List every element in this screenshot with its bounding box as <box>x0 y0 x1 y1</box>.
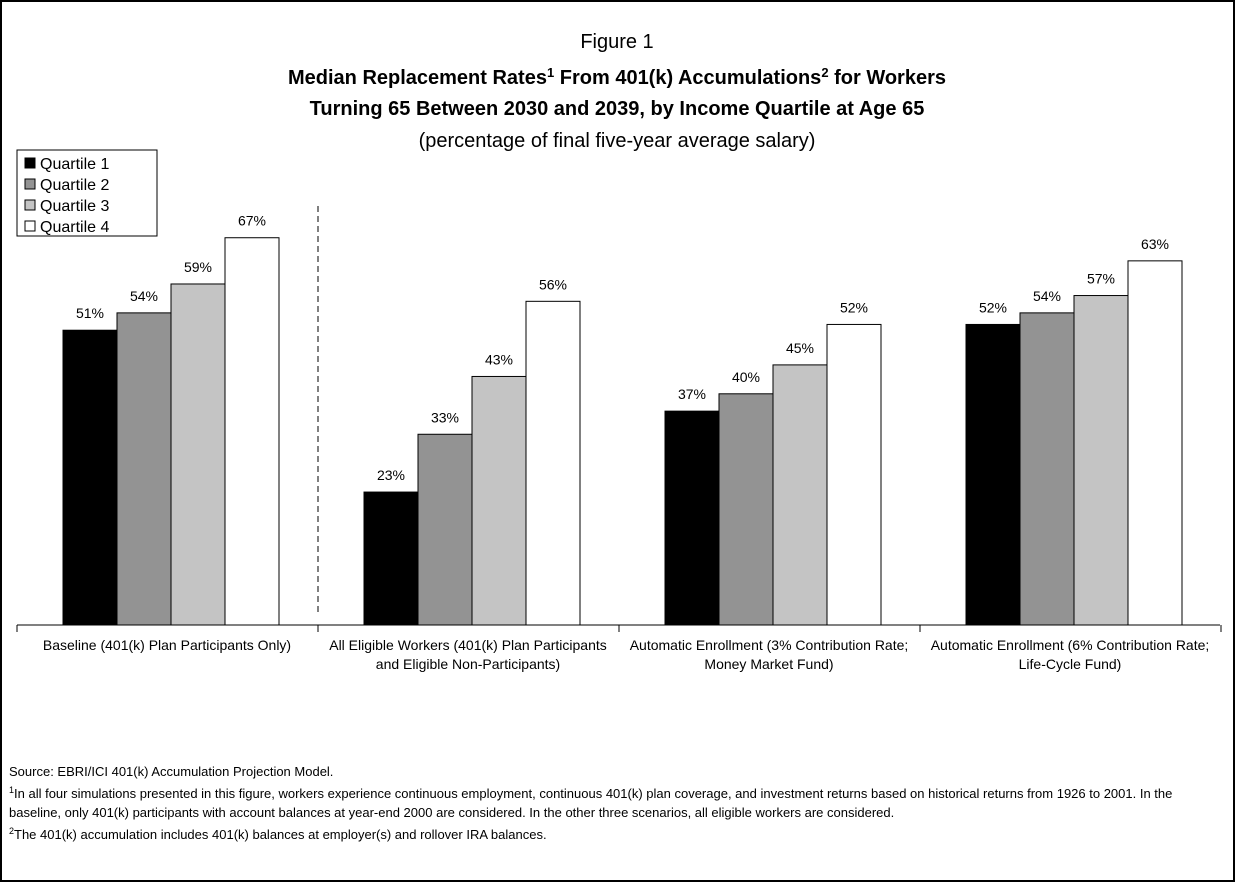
title-superscript: 2 <box>821 65 828 80</box>
bar <box>664 410 720 626</box>
footnote-marker: 2 <box>9 826 15 836</box>
legend-swatch <box>24 178 36 190</box>
bar <box>1019 312 1075 626</box>
chart-title: Median Replacement Rates1 From 401(k) Ac… <box>288 65 946 90</box>
x-tick-label: Automatic Enrollment (6% Contribution Ra… <box>930 637 1210 672</box>
value-label: 59% <box>184 259 212 275</box>
chart-title: Turning 65 Between 2030 and 2039, by Inc… <box>310 98 925 120</box>
bar <box>170 283 226 626</box>
x-tick-label: Automatic Enrollment (3% Contribution Ra… <box>629 637 909 672</box>
title-superscript: 1 <box>547 65 554 80</box>
notes: Source: EBRI/ICI 401(k) Accumulation Pro… <box>9 762 1224 844</box>
value-label: 37% <box>678 386 706 402</box>
value-label: 56% <box>539 276 567 292</box>
bar <box>363 491 419 626</box>
value-label: 54% <box>1033 288 1061 304</box>
value-label: 63% <box>1141 236 1169 252</box>
title-part: From 401(k) Accumulations <box>554 67 821 89</box>
value-label: 51% <box>76 305 104 321</box>
value-label: 54% <box>130 288 158 304</box>
footnote-text: The 401(k) accumulation includes 401(k) … <box>14 827 547 842</box>
legend <box>16 149 158 237</box>
legend-label: Quartile 4 <box>40 219 109 236</box>
footnote: 2The 401(k) accumulation includes 401(k)… <box>9 822 1224 844</box>
bar <box>525 300 581 626</box>
bar <box>1073 295 1129 626</box>
bar <box>772 364 828 626</box>
value-label: 57% <box>1087 271 1115 287</box>
footnote: 1In all four simulations presented in th… <box>9 781 1224 822</box>
title-part: for Workers <box>829 67 946 89</box>
bar <box>224 237 280 626</box>
x-tick-label: Baseline (401(k) Plan Participants Only) <box>42 637 292 653</box>
chart-subtitle: (percentage of final five-year average s… <box>419 130 816 152</box>
bar <box>471 375 527 626</box>
legend-label: Quartile 2 <box>40 177 109 194</box>
value-label: 43% <box>485 351 513 367</box>
bar <box>826 323 882 626</box>
footnote-text: In all four simulations presented in thi… <box>9 786 1173 820</box>
footnote-marker: 1 <box>9 785 15 795</box>
bar <box>965 323 1021 626</box>
source: Source: EBRI/ICI 401(k) Accumulation Pro… <box>9 764 334 779</box>
value-label: 52% <box>840 299 868 315</box>
bar <box>116 312 172 626</box>
value-label: 23% <box>377 467 405 483</box>
bar <box>62 329 118 626</box>
value-label: 33% <box>431 409 459 425</box>
bar <box>718 393 774 626</box>
legend-label: Quartile 3 <box>40 198 109 215</box>
bar <box>417 433 473 626</box>
x-tick-label: All Eligible Workers (401(k) Plan Partic… <box>329 637 607 672</box>
legend-swatch <box>24 220 36 232</box>
title-part: Median Replacement Rates <box>288 67 547 89</box>
value-label: 40% <box>732 369 760 385</box>
legend-swatch <box>24 157 36 169</box>
bar <box>1127 260 1183 626</box>
legend-swatch <box>24 199 36 211</box>
value-label: 52% <box>979 299 1007 315</box>
figure-label: Figure 1 <box>580 31 653 53</box>
value-label: 67% <box>238 213 266 229</box>
value-label: 45% <box>786 340 814 356</box>
legend-label: Quartile 1 <box>40 156 109 173</box>
